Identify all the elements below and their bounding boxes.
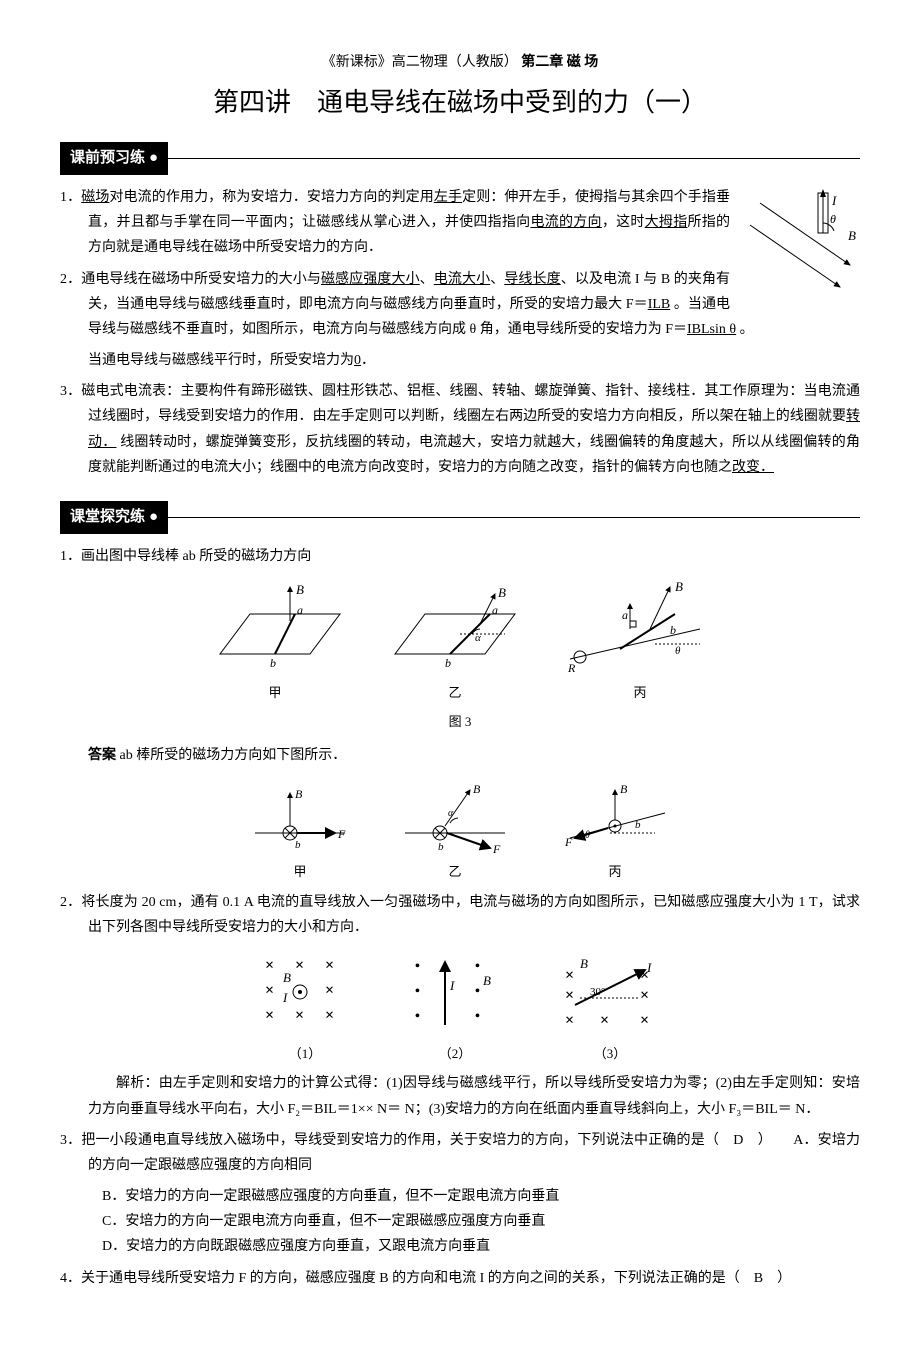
svg-text:b: b <box>438 841 444 853</box>
svg-text:30°: 30° <box>590 986 605 998</box>
q3-opt-d: D．安培力的方向既跟磁感应强度方向垂直，又跟电流方向垂直 <box>60 1234 860 1259</box>
q2-figures: ××× ×× ××× B I （1） •• •• •• I B （2） <box>60 950 860 1065</box>
svg-text:b: b <box>295 839 301 851</box>
section-rule <box>168 158 860 159</box>
preview-item-3: 3．磁电式电流表：主要构件有蹄形磁铁、圆柱形铁芯、铝框、线圈、转轴、螺旋弹簧、指… <box>60 379 860 480</box>
svg-text:a: a <box>622 608 628 622</box>
svg-text:×: × <box>295 957 304 974</box>
theta-figure: I B θ <box>740 185 860 295</box>
chapter-name: 第二章 磁 场 <box>521 55 598 70</box>
section-preview-label: 课前预习练 <box>60 142 168 175</box>
q1-figures: a b B 甲 a b B α 乙 a b B <box>60 579 860 704</box>
svg-text:×: × <box>600 1012 609 1029</box>
q1-answer: 答案 ab 棒所受的磁场力方向如下图所示． <box>60 743 860 768</box>
svg-text:•: • <box>475 1009 480 1024</box>
q1-text: 1．画出图中导线棒 ab 所受的磁场力方向 <box>60 544 860 569</box>
q2-solution: 解析：由左手定则和安培力的计算公式得：(1)因导线与磁感线平行，所以导线所受安培… <box>60 1071 860 1121</box>
q3-text: 3．把一小段通电直导线放入磁场中，导线受到安培力的作用，关于安培力的方向，下列说… <box>60 1128 860 1178</box>
q2-fig-3: ×× ×× ××× B I 30° （3） <box>545 950 675 1065</box>
book-name: 《新课标》高二物理（人教版） <box>322 55 518 70</box>
svg-text:×: × <box>565 987 574 1004</box>
num: 1． <box>60 190 81 205</box>
section-explore-label: 课堂探究练 <box>60 501 168 534</box>
q1-answer-figures: B F b 甲 B α F b 乙 B <box>60 778 860 883</box>
svg-text:b: b <box>270 656 276 670</box>
section-explore-header: 课堂探究练 <box>60 501 860 534</box>
svg-text:b: b <box>670 623 676 637</box>
svg-text:×: × <box>265 1007 274 1024</box>
q1-ans-3: B F b θ 丙 <box>550 778 680 883</box>
svg-text:×: × <box>295 1007 304 1024</box>
svg-text:R: R <box>567 661 576 675</box>
q2-text: 2．将长度为 20 cm，通有 0.1 A 电流的直导线放入一匀强磁场中，电流与… <box>60 890 860 940</box>
svg-text:×: × <box>640 987 649 1004</box>
book-header: 《新课标》高二物理（人教版） 第二章 磁 场 <box>60 50 860 75</box>
label-I: I <box>831 193 837 208</box>
num: 2． <box>60 272 81 287</box>
svg-text:B: B <box>675 579 683 594</box>
svg-text:I: I <box>282 990 288 1005</box>
num: 3． <box>60 384 81 399</box>
section-preview-header: 课前预习练 <box>60 142 860 175</box>
svg-text:×: × <box>325 957 334 974</box>
q1-main-caption: 图 3 <box>60 710 860 733</box>
svg-text:B: B <box>295 787 303 801</box>
q2-fig-2: •• •• •• I B （2） <box>395 950 515 1065</box>
svg-text:B: B <box>498 585 506 600</box>
svg-text:•: • <box>475 959 480 974</box>
svg-text:×: × <box>565 967 574 984</box>
svg-text:I: I <box>449 978 455 993</box>
svg-text:F: F <box>492 842 501 856</box>
svg-text:F: F <box>564 835 573 849</box>
svg-text:×: × <box>325 1007 334 1024</box>
svg-text:•: • <box>415 984 420 999</box>
svg-text:×: × <box>325 982 334 999</box>
svg-text:θ: θ <box>675 645 681 657</box>
q3-opt-c: C．安培力的方向一定跟电流方向垂直，但不一定跟磁感应强度方向垂直 <box>60 1209 860 1234</box>
q1-fig-1: a b B 甲 <box>200 579 350 704</box>
q1-ans-2: B α F b 乙 <box>390 778 520 883</box>
svg-text:•: • <box>415 959 420 974</box>
svg-text:B: B <box>296 582 304 597</box>
preview-item-2-tail: 当通电导线与磁感线平行时，所受安培力为0． <box>60 348 860 373</box>
svg-text:a: a <box>492 603 498 617</box>
q1-fig-3: a b B R θ 丙 <box>560 579 720 704</box>
section-rule <box>168 517 860 518</box>
label-theta: θ <box>830 212 836 226</box>
q3-opt-b: B．安培力的方向一定跟磁感应强度的方向垂直，但不一定跟电流方向垂直 <box>60 1184 860 1209</box>
label-B: B <box>848 228 856 243</box>
svg-text:θ: θ <box>585 830 590 841</box>
svg-text:B: B <box>483 973 491 988</box>
svg-text:×: × <box>265 982 274 999</box>
svg-text:B: B <box>580 956 588 971</box>
svg-text:F: F <box>337 827 346 841</box>
svg-text:B: B <box>620 782 628 796</box>
svg-text:b: b <box>635 819 641 831</box>
svg-text:B: B <box>283 970 291 985</box>
svg-text:B: B <box>473 782 481 796</box>
svg-text:×: × <box>565 1012 574 1029</box>
q1-fig-2: a b B α 乙 <box>380 579 530 704</box>
svg-text:I: I <box>646 960 652 975</box>
q1-ans-1: B F b 甲 <box>240 778 360 883</box>
q4-text: 4．关于通电导线所受安培力 F 的方向，磁感应强度 B 的方向和电流 I 的方向… <box>60 1266 860 1291</box>
svg-text:α: α <box>448 808 454 819</box>
svg-text:•: • <box>415 1009 420 1024</box>
svg-text:×: × <box>640 1012 649 1029</box>
svg-text:•: • <box>475 984 480 999</box>
svg-text:a: a <box>297 603 303 617</box>
lecture-title: 第四讲 通电导线在磁场中受到的力（一） <box>60 80 860 127</box>
svg-text:b: b <box>445 656 451 670</box>
svg-text:×: × <box>265 957 274 974</box>
theta-svg: I B θ <box>740 185 860 295</box>
q2-fig-1: ××× ×× ××× B I （1） <box>245 950 365 1065</box>
